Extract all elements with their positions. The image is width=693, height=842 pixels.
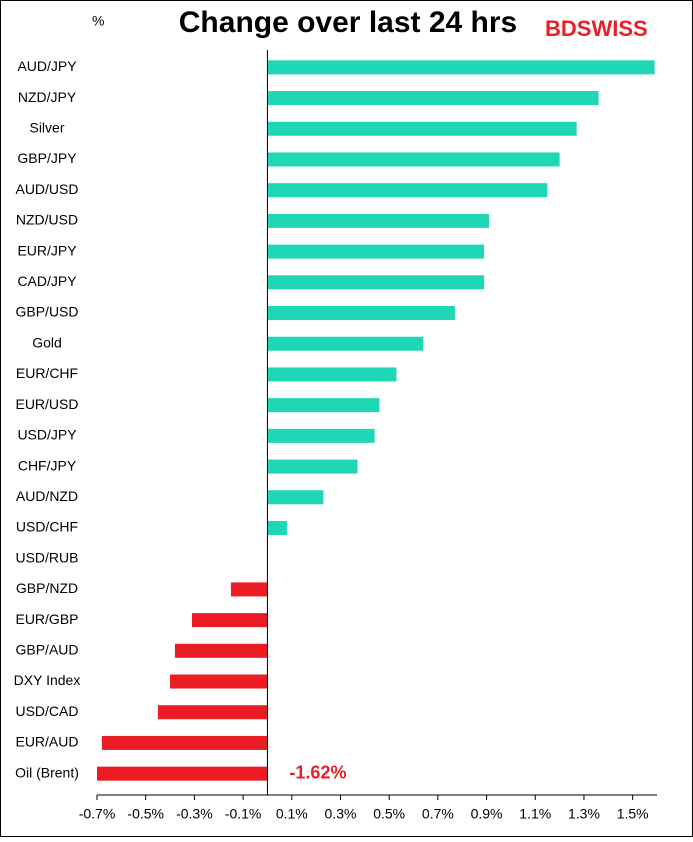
x-tick-label: -0.3%: [176, 806, 213, 822]
bar: [267, 459, 358, 474]
y-tick-label: Gold: [32, 334, 62, 350]
bar: [267, 244, 485, 259]
logo: BDSWISS: [545, 16, 648, 41]
x-tick-label: 0.3%: [325, 806, 357, 822]
bar: [267, 152, 560, 167]
y-tick-label: Silver: [29, 119, 64, 135]
bar: [267, 91, 599, 106]
y-tick-label: USD/RUB: [15, 549, 78, 565]
y-tick-label: AUD/NZD: [16, 488, 78, 504]
axis-unit: %: [92, 13, 104, 29]
chart-title: Change over last 24 hrs: [179, 6, 517, 39]
bar: [97, 766, 268, 781]
bar: [267, 336, 424, 351]
bar: [267, 275, 485, 290]
bar: [267, 213, 489, 228]
y-tick-label: USD/JPY: [17, 427, 77, 443]
bar: [267, 60, 655, 75]
x-tick-label: -0.1%: [225, 806, 262, 822]
y-tick-label: EUR/JPY: [17, 242, 77, 258]
bar: [267, 306, 455, 321]
bar: [267, 121, 577, 136]
y-tick-label: GBP/JPY: [17, 150, 77, 166]
y-tick-label: DXY Index: [14, 672, 81, 688]
x-tick-label: -0.7%: [79, 806, 116, 822]
bar: [267, 183, 548, 198]
bar: [267, 428, 375, 443]
y-tick-label: GBP/AUD: [15, 642, 78, 658]
y-tick-label: EUR/AUD: [15, 734, 78, 750]
bar: [101, 735, 268, 750]
y-tick-label: Oil (Brent): [15, 764, 79, 780]
bar: [174, 643, 268, 658]
y-tick-label: GBP/USD: [15, 304, 78, 320]
y-tick-label: USD/CHF: [16, 519, 78, 535]
y-tick-label: AUD/USD: [15, 181, 78, 197]
bar: [170, 674, 268, 689]
y-tick-label: GBP/NZD: [16, 580, 78, 596]
x-tick-label: -0.5%: [127, 806, 164, 822]
y-tick-label: EUR/CHF: [16, 365, 78, 381]
bar: [267, 367, 397, 382]
y-tick-label: EUR/GBP: [15, 611, 78, 627]
y-tick-label: AUD/JPY: [17, 58, 77, 74]
y-tick-label: CHF/JPY: [18, 457, 77, 473]
bar: [267, 490, 324, 505]
y-tick-label: EUR/USD: [15, 396, 78, 412]
plot-area: [97, 60, 655, 781]
x-tick-label: 0.5%: [373, 806, 405, 822]
y-tick-label: NZD/JPY: [18, 89, 77, 105]
bar: [230, 582, 268, 597]
bar: [157, 705, 268, 720]
x-tick-label: 0.9%: [471, 806, 503, 822]
x-tick-label: 0.7%: [422, 806, 454, 822]
bar: [267, 398, 380, 413]
x-tick-label: 1.1%: [519, 806, 551, 822]
y-tick-label: NZD/USD: [16, 212, 78, 228]
x-tick-label: 0.1%: [276, 806, 308, 822]
x-tick-label: 1.5%: [617, 806, 649, 822]
annotation: -1.62%: [289, 762, 346, 782]
y-tick-label: USD/CAD: [15, 703, 78, 719]
y-tick-label: CAD/JPY: [17, 273, 77, 289]
bar: [267, 520, 287, 535]
bar: [191, 613, 268, 628]
x-tick-label: 1.3%: [568, 806, 600, 822]
